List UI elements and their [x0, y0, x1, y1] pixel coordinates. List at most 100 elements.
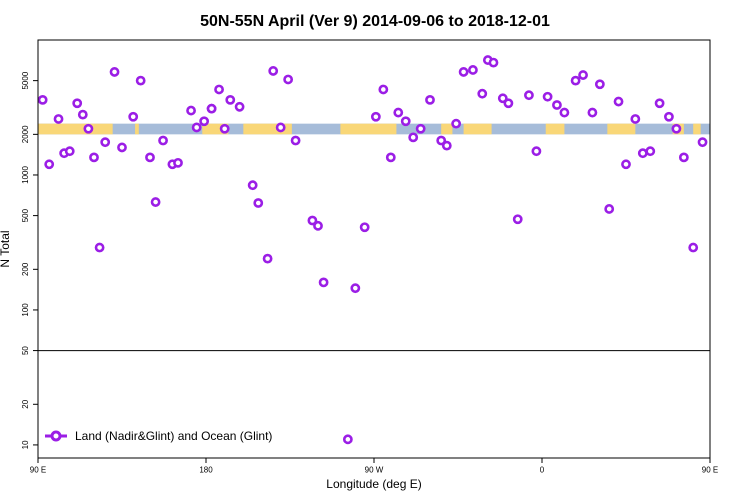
land-band-segment	[463, 123, 492, 135]
data-point	[378, 84, 389, 95]
data-point	[53, 114, 64, 124]
data-point	[283, 74, 294, 85]
data-point	[654, 98, 665, 109]
legend-entry-label: Land (Nadir&Glint) and Ocean (Glint)	[75, 429, 272, 443]
data-point	[145, 152, 155, 163]
y-tick-label: 1000	[21, 166, 30, 184]
data-point	[100, 137, 111, 148]
data-point	[468, 65, 478, 75]
data-point	[109, 67, 120, 77]
data-point	[234, 101, 245, 112]
data-point	[531, 146, 542, 157]
data-point	[441, 140, 452, 151]
data-point	[318, 277, 329, 288]
data-point	[77, 109, 88, 120]
data-point	[604, 204, 615, 214]
chart-title: 50N-55N April (Ver 9) 2014-09-06 to 2018…	[200, 13, 550, 30]
x-tick-label: 90 E	[30, 466, 46, 475]
data-point	[359, 222, 370, 233]
x-tick-label: 90 W	[365, 466, 384, 475]
data-point	[158, 135, 168, 146]
data-point	[477, 88, 488, 99]
data-point	[451, 118, 462, 129]
data-point	[186, 105, 196, 116]
data-point	[89, 152, 99, 163]
data-point	[313, 220, 323, 231]
data-point	[671, 123, 682, 134]
data-point	[214, 84, 224, 95]
data-point	[307, 215, 318, 226]
data-point	[72, 98, 83, 109]
data-point	[135, 75, 146, 86]
y-tick-label: 5000	[21, 71, 30, 89]
data-point	[697, 137, 708, 148]
x-tick-label: 90 E	[702, 466, 718, 475]
data-point	[83, 123, 94, 134]
legend-marker-swatch	[50, 430, 62, 442]
land-band-segment	[441, 123, 453, 135]
data-point	[400, 116, 411, 127]
land-band-segment	[545, 123, 565, 135]
data-point	[173, 157, 183, 168]
y-tick-label: 500	[21, 208, 30, 222]
y-axis-label: N Total	[0, 230, 12, 267]
data-point	[290, 135, 301, 146]
data-point	[225, 94, 236, 105]
data-point	[393, 107, 404, 118]
data-point	[621, 159, 631, 170]
data-point	[594, 79, 605, 90]
data-point	[199, 116, 210, 127]
land-band-segment	[243, 123, 292, 135]
data-point	[503, 98, 514, 109]
data-point	[191, 122, 202, 133]
y-tick-label: 20	[21, 399, 30, 408]
plot-frame	[37, 39, 711, 459]
data-point	[37, 94, 48, 105]
data-point	[664, 111, 674, 122]
legend: Land (Nadir&Glint) and Ocean (Glint)	[45, 429, 272, 443]
data-point	[436, 135, 447, 146]
land-ocean-band	[38, 123, 710, 135]
y-tick-label: 100	[21, 303, 30, 317]
x-tick-label: 0	[540, 466, 545, 475]
land-band-segment	[135, 123, 139, 135]
data-point	[425, 94, 435, 105]
data-point	[275, 122, 286, 133]
data-point	[415, 123, 426, 134]
data-point	[385, 152, 396, 163]
data-point	[578, 70, 588, 80]
data-point	[117, 142, 127, 153]
data-point	[370, 111, 381, 122]
data-point	[44, 159, 55, 170]
data-point	[570, 75, 581, 86]
x-axis: 90 E 180 90 W 0 90 E	[30, 458, 718, 475]
land-band-segment	[340, 123, 397, 135]
data-point	[94, 242, 105, 253]
x-axis-label: Longitude (deg E)	[326, 477, 421, 491]
data-point	[150, 197, 161, 207]
land-band-segment	[202, 123, 229, 135]
data-point	[613, 96, 624, 107]
land-band-segment	[607, 123, 636, 135]
data-point	[637, 148, 648, 159]
data-point	[512, 214, 523, 225]
x-tick-label: 180	[199, 466, 213, 475]
data-point	[206, 103, 217, 114]
data-point	[488, 57, 499, 68]
data-point	[268, 66, 279, 76]
data-point	[458, 67, 469, 77]
y-tick-label: 50	[21, 346, 30, 355]
data-point	[645, 146, 656, 157]
data-point	[350, 283, 361, 294]
data-point	[247, 180, 258, 191]
data-point	[253, 198, 264, 208]
data-point	[524, 90, 534, 101]
data-point	[688, 242, 699, 253]
data-point	[552, 100, 562, 110]
data-point	[219, 123, 230, 134]
data-point	[587, 107, 598, 118]
data-point	[64, 146, 75, 157]
data-point	[678, 152, 689, 163]
land-band-segment	[38, 123, 113, 135]
